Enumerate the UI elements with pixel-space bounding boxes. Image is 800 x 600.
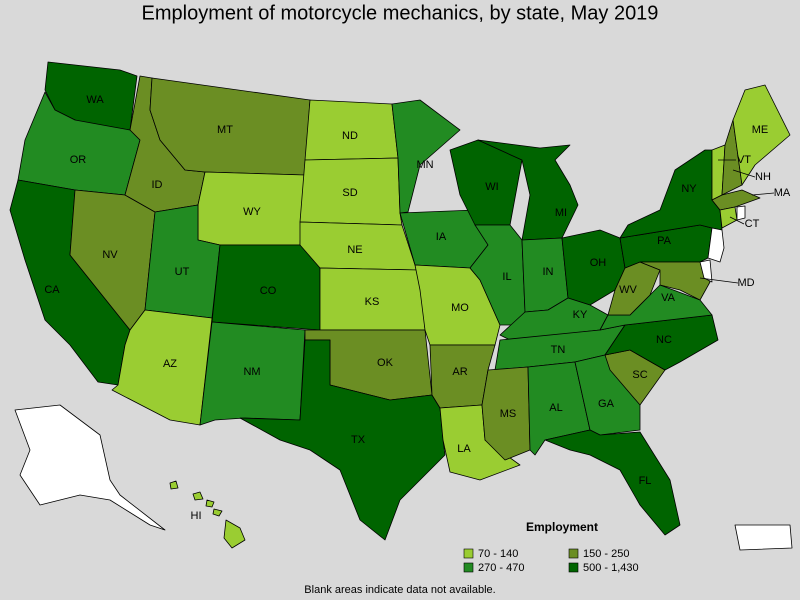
state-label: GA: [598, 398, 615, 410]
state: [732, 84, 791, 186]
state-label: NH: [755, 171, 771, 183]
state-label: FL: [639, 475, 652, 487]
state-label: TN: [551, 344, 566, 356]
state-label: MD: [737, 277, 754, 289]
state-label: LA: [457, 443, 471, 455]
state-label: WV: [619, 284, 637, 296]
leader-line: [751, 192, 775, 196]
state: [736, 205, 746, 221]
legend-label: 70 - 140: [478, 548, 518, 560]
state-label: TX: [351, 434, 366, 446]
leader-line: [732, 169, 756, 178]
state-label: KY: [573, 309, 588, 321]
state: [544, 429, 681, 536]
state-label: NV: [102, 249, 118, 261]
state-label: KS: [365, 296, 380, 308]
state-label: AZ: [163, 358, 177, 370]
state-label: NE: [347, 244, 362, 256]
state-label: MO: [451, 302, 469, 314]
state: [169, 480, 246, 549]
state-label: VA: [661, 292, 676, 304]
legend-label: 150 - 250: [583, 548, 629, 560]
legend-title: Employment: [526, 520, 598, 534]
state-label: MT: [217, 124, 233, 136]
state: [299, 157, 403, 226]
state-label: WA: [86, 94, 104, 106]
legend-swatch: [463, 562, 474, 573]
legend-label: 270 - 470: [478, 562, 524, 574]
legend: 70 - 140 270 - 470 150 - 250 500 - 1,430: [463, 548, 639, 574]
state: [707, 227, 725, 263]
state-label: OH: [590, 257, 607, 269]
footnote: Blank areas indicate data not available.: [304, 584, 495, 596]
state: [734, 524, 793, 551]
state-label: MN: [416, 159, 433, 171]
state-label: IL: [502, 271, 511, 283]
states: WA OR CA NV ID MT WY UT AZ CO NM ND SD NE KS OK TX MN IA MO…: [9, 61, 793, 551]
state-label: WY: [243, 206, 261, 218]
state-label: NY: [681, 183, 697, 195]
state-label: ME: [752, 124, 769, 136]
state-label: CT: [745, 218, 760, 230]
state: [469, 224, 526, 326]
state-label: ND: [342, 130, 358, 142]
state-label: PA: [657, 235, 672, 247]
state-label: CO: [260, 285, 277, 297]
state-label: HI: [191, 510, 202, 522]
state-label: SC: [632, 369, 647, 381]
legend-swatch: [568, 548, 579, 559]
state-label: AL: [549, 402, 562, 414]
state: [699, 259, 713, 283]
leader-line: [729, 216, 745, 225]
legend-label: 500 - 1,430: [583, 562, 639, 574]
state-label: OK: [377, 357, 394, 369]
leader-line: [699, 277, 739, 284]
state-label: OR: [70, 154, 87, 166]
state: [391, 99, 461, 214]
state-label: UT: [175, 266, 190, 278]
state-label: NM: [243, 366, 260, 378]
state: [14, 404, 166, 531]
state: [477, 139, 579, 241]
state-label: IN: [543, 266, 554, 278]
legend-swatch: [568, 562, 579, 573]
state-label: NC: [656, 334, 672, 346]
state-label: MI: [555, 207, 567, 219]
state-label: CA: [44, 284, 60, 296]
state-label: WI: [485, 181, 498, 193]
state-label: SD: [342, 187, 357, 199]
state-label: ID: [152, 179, 163, 191]
state: [239, 339, 446, 541]
legend-swatch: [463, 548, 474, 559]
state-label: AR: [452, 366, 467, 378]
map-title: Employment of motorcycle mechanics, by s…: [142, 2, 659, 24]
state-label: MA: [774, 187, 791, 199]
state-label: MS: [500, 408, 517, 420]
state-label: IA: [436, 231, 447, 243]
state-label: VT: [737, 154, 751, 166]
